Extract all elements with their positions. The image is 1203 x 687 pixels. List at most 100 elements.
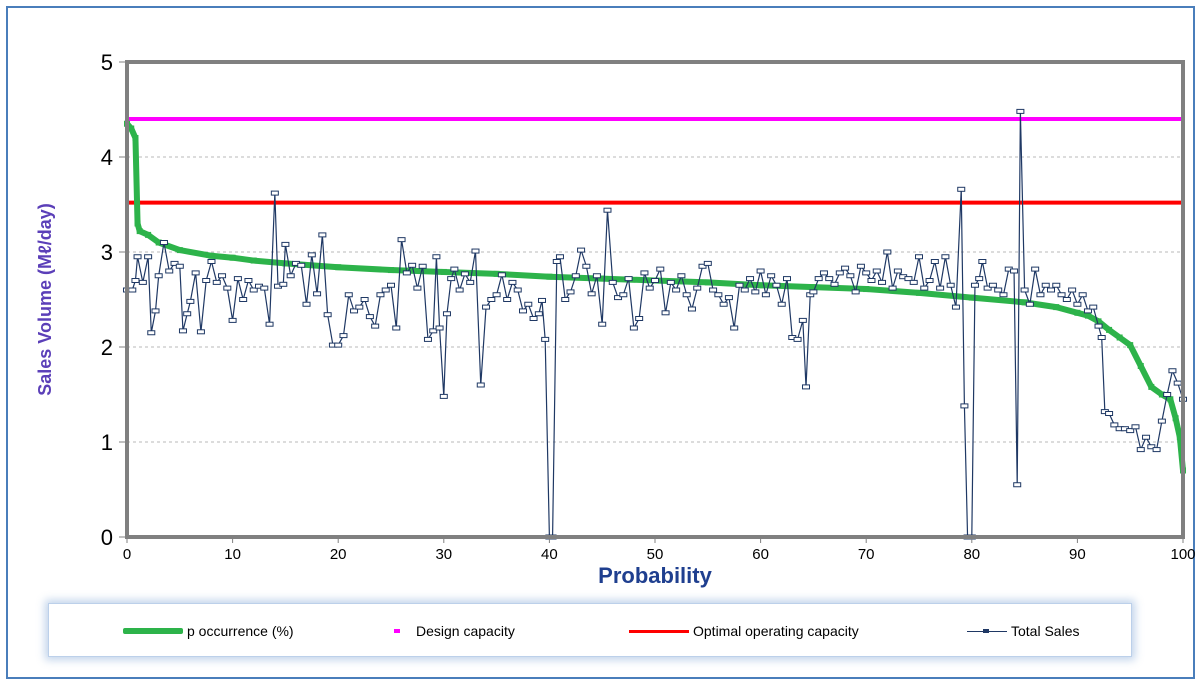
y-tick-label: 3	[101, 240, 113, 265]
x-tick-label: 70	[858, 546, 875, 563]
series-total-sales-marker	[960, 403, 969, 409]
series-total-sales-marker	[492, 292, 501, 298]
series-p-occurrence-marker	[145, 231, 152, 238]
series-total-sales-marker	[138, 279, 147, 285]
series-p-occurrence-marker	[1158, 391, 1165, 398]
y-tick-label: 4	[101, 145, 113, 170]
series-total-sales-marker	[202, 278, 211, 283]
series-total-sales-marker	[1136, 447, 1145, 453]
series-total-sales-marker	[1073, 301, 1082, 307]
series-total-sales-marker	[957, 186, 966, 192]
series-total-sales-marker	[131, 278, 140, 283]
series-total-sales-marker	[376, 292, 385, 298]
series-total-sales-marker	[988, 282, 997, 288]
series-total-sales-marker	[661, 310, 670, 316]
series-p-occurrence-marker	[916, 289, 922, 296]
x-tick-label: 40	[541, 546, 558, 563]
series-total-sales-marker	[1016, 108, 1025, 114]
series-total-sales-marker	[999, 292, 1008, 298]
series-total-sales-marker	[513, 287, 522, 293]
series-total-sales-marker	[392, 325, 401, 331]
series-total-sales-marker	[614, 295, 623, 301]
series-p-occurrence-marker	[1116, 334, 1123, 341]
series-total-sales-marker	[365, 314, 374, 320]
series-total-sales-marker	[1013, 482, 1022, 488]
series-total-sales-marker	[798, 317, 807, 323]
x-tick-label: 100	[1170, 546, 1195, 563]
series-total-sales-marker	[587, 291, 596, 297]
series-total-sales-marker	[260, 285, 269, 291]
series-total-sales-marker	[371, 323, 380, 329]
series-total-sales-marker	[1036, 292, 1045, 298]
series-total-sales-marker	[920, 285, 929, 291]
y-tick-label: 5	[101, 50, 113, 75]
series-total-sales-marker	[640, 270, 649, 276]
series-total-sales-marker	[223, 285, 232, 291]
x-tick-label: 50	[647, 546, 664, 563]
series-p-occurrence-marker	[128, 125, 135, 132]
series-total-sales-marker	[439, 393, 448, 399]
series-total-sales-marker	[566, 289, 575, 295]
series-total-sales-marker	[703, 260, 712, 266]
legend-label-design-capacity: Design capacity	[416, 623, 515, 639]
series-total-sales-marker	[619, 292, 628, 298]
series-total-sales-marker	[1062, 297, 1071, 302]
series-total-sales-marker	[777, 301, 786, 307]
series-total-sales-marker	[1078, 292, 1087, 298]
legend-item-optimal-capacity: Optimal operating capacity	[629, 604, 859, 658]
series-total-sales-marker	[413, 285, 422, 291]
series-total-sales-marker	[687, 306, 696, 312]
series-total-sales-marker	[577, 247, 586, 253]
series-total-sales-marker	[1020, 287, 1029, 293]
series-total-sales-marker	[851, 289, 860, 295]
series-total-sales-marker	[1094, 323, 1103, 329]
y-axis-title: Sales Volume (Mℓ/day)	[35, 203, 55, 396]
series-total-sales-marker	[1041, 282, 1050, 288]
series-total-sales-marker	[1010, 268, 1019, 274]
x-tick-label: 10	[224, 546, 241, 563]
series-total-sales-marker	[645, 285, 654, 291]
series-total-sales-marker	[435, 325, 444, 331]
series-total-sales-marker	[819, 270, 828, 276]
series-p-occurrence-line	[124, 121, 1186, 471]
series-p-occurrence-marker	[176, 247, 183, 254]
series-total-sales-marker	[128, 287, 137, 293]
series-total-sales-marker	[608, 279, 617, 285]
series-total-sales-marker	[541, 336, 550, 342]
series-total-sales-marker	[450, 266, 459, 272]
series-total-sales-marker	[482, 304, 491, 310]
series-total-sales-marker	[381, 287, 390, 293]
series-total-sales-marker	[318, 232, 327, 238]
series-total-sales-marker	[672, 287, 681, 293]
series-total-sales-marker	[218, 273, 227, 279]
series-total-sales-marker	[946, 282, 955, 288]
series-total-sales-marker	[714, 292, 723, 298]
series-p-occurrence-marker	[134, 220, 141, 227]
series-total-sales-marker	[651, 278, 659, 283]
series-p-occurrence-marker	[388, 267, 394, 274]
series-p-occurrence-marker	[282, 260, 289, 267]
series-total-sales-marker	[455, 287, 464, 293]
series-total-sales-marker	[286, 273, 295, 279]
series-total-sales-marker	[735, 282, 744, 288]
series-total-sales-marker	[387, 282, 395, 288]
series-p-occurrence-marker	[1148, 383, 1155, 390]
series-total-sales-marker	[825, 276, 834, 282]
series-total-sales-marker	[408, 262, 417, 268]
series-total-sales-marker	[624, 276, 633, 282]
series-total-sales-marker	[133, 254, 142, 260]
series-total-sales-marker	[809, 289, 818, 295]
series-total-sales-marker	[893, 268, 902, 274]
y-tick-label: 1	[101, 430, 113, 455]
series-total-sales-marker	[751, 289, 760, 295]
series-p-occurrence-marker	[1021, 299, 1028, 306]
series-total-sales-marker	[552, 259, 561, 264]
series-p-occurrence-marker	[1176, 434, 1183, 441]
x-tick-label: 80	[963, 546, 980, 563]
series-total-sales-marker	[793, 336, 802, 342]
series-total-sales-marker	[432, 254, 441, 260]
legend-label-total-sales: Total Sales	[1011, 623, 1080, 639]
series-total-sales-marker	[915, 254, 923, 260]
series-total-sales-marker	[350, 308, 359, 314]
